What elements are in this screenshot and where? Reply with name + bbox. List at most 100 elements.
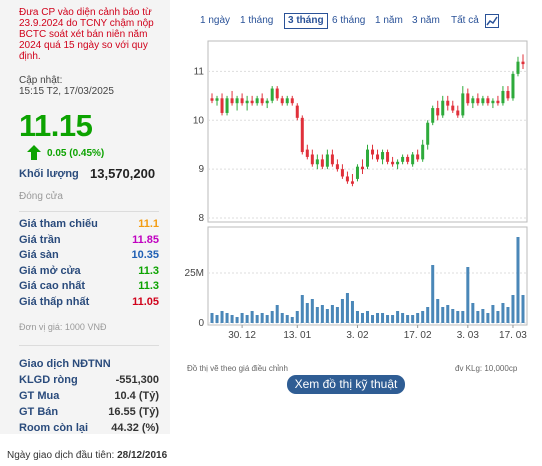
candle-body (491, 100, 495, 104)
update-label: Cập nhật: (19, 75, 63, 86)
price-volume-chart[interactable]: 8 9 10 11 0 25M 30. 12 13. 01 3. 02 17. 02 3. 03… (175, 35, 535, 355)
tab-1-month[interactable]: 1 tháng (240, 15, 274, 26)
candle-body (481, 98, 485, 104)
stat-row: Giá tham chiếu 11.1 (19, 218, 159, 234)
foreign-row: KLGD ròng -551,300 (19, 374, 159, 390)
price-tick-label: 8 (198, 213, 204, 224)
volume-tick-label: 25M (185, 268, 204, 279)
volume-bar (300, 295, 304, 323)
candle-body (275, 88, 279, 99)
candle-body (441, 100, 445, 116)
tab-6-months[interactable]: 6 tháng (332, 15, 366, 26)
foreign-label: Room còn lại (19, 422, 89, 434)
candle-body (350, 181, 354, 184)
stat-row: Giá trần 11.85 (19, 234, 159, 250)
line-chart-icon[interactable] (485, 14, 499, 28)
candle-body (496, 100, 500, 104)
volume-bar (345, 293, 349, 323)
tab-1-day[interactable]: 1 ngày (200, 15, 231, 26)
volume-bar (466, 267, 470, 323)
volume-bar (215, 315, 219, 323)
tab-3-years[interactable]: 3 năm (412, 15, 440, 26)
candle-body (521, 61, 525, 65)
volume-bar (365, 311, 370, 323)
candlestick-series (210, 54, 525, 187)
volume-bar (280, 313, 284, 323)
divider (19, 211, 159, 212)
x-tick-label: 3. 02 (346, 330, 369, 341)
candle-body (436, 108, 440, 116)
candle-body (391, 161, 395, 165)
tab-3-months[interactable]: 3 tháng (284, 13, 328, 29)
stat-label: Giá thấp nhất (19, 295, 90, 308)
volume-bar (315, 307, 319, 323)
price-frame (207, 40, 528, 223)
foreign-value: 10.4 (Tỷ) (114, 390, 159, 402)
volume-bar (441, 307, 445, 323)
candle-body (365, 149, 370, 167)
candle-body (446, 100, 450, 106)
volume-bar (446, 305, 450, 323)
technical-chart-button[interactable]: Xem đồ thị kỹ thuật (287, 375, 405, 394)
candle-body (381, 152, 385, 160)
foreign-label: GT Mua (19, 390, 60, 402)
session-status: Đóng cửa (19, 191, 63, 202)
candle-body (335, 164, 339, 170)
stat-row: Giá cao nhất 11.3 (19, 280, 159, 296)
volume-bar (230, 315, 234, 323)
volume-bar (350, 301, 354, 323)
volume-bar (471, 303, 475, 323)
divider (19, 345, 159, 346)
stat-value: 11.85 (132, 233, 159, 246)
stat-row: Giá sàn 10.35 (19, 249, 159, 265)
first-day-label: Ngày giao dịch đầu tiên: (7, 450, 115, 461)
volume-bar (396, 311, 400, 323)
update-time: 15:15 T2, 17/03/2025 (19, 86, 114, 97)
tab-all[interactable]: Tất cả (451, 15, 479, 26)
volume-bar (330, 305, 334, 323)
foreign-row: Room còn lại 44.32 (%) (19, 422, 159, 438)
current-price: 11.15 (19, 108, 93, 143)
stat-label: Giá trần (19, 233, 61, 246)
candle-body (411, 154, 415, 165)
volume-label: Khối lượng (19, 168, 79, 180)
volume-bar (506, 307, 510, 323)
unit-note: Đơn vị giá: 1000 VNĐ (19, 322, 107, 332)
volume-bar (285, 315, 289, 323)
candle-body (486, 98, 490, 104)
stat-label: Giá tham chiếu (19, 218, 98, 230)
volume-bar (456, 311, 460, 323)
volume-bar (245, 315, 249, 323)
stat-row: Giá thấp nhất 11.05 (19, 296, 159, 312)
candle-body (300, 117, 304, 153)
candle-body (315, 159, 319, 165)
volume-bar (260, 313, 264, 323)
volume-bar (416, 313, 420, 323)
candle-body (220, 98, 224, 113)
x-tick-label: 30. 12 (228, 330, 256, 341)
candle-body (451, 105, 455, 111)
candle-body (210, 98, 214, 101)
stat-value: 10.35 (131, 249, 159, 261)
volume-bar (270, 311, 274, 323)
candle-body (355, 166, 359, 179)
volume-bar (486, 313, 490, 323)
volume-bar (235, 317, 239, 323)
candle-body (516, 61, 520, 74)
foreign-value: 16.55 (Tỷ) (108, 406, 159, 418)
tab-1-year[interactable]: 1 năm (375, 15, 403, 26)
volume-bar (360, 313, 364, 323)
x-tick-label: 17. 02 (404, 330, 432, 341)
volume-bar (255, 315, 259, 323)
volume-series (210, 237, 525, 323)
volume-bar (290, 317, 294, 323)
x-tick-label: 17. 03 (499, 330, 527, 341)
foreign-row: GT Bán 16.55 (Tỷ) (19, 406, 159, 422)
volume-bar (521, 295, 525, 323)
volume-bar (310, 299, 314, 323)
chart-note-volume-unit: đv KLg: 10,000cp (455, 364, 518, 373)
foreign-label: KLGD ròng (19, 374, 78, 386)
volume-bar (210, 313, 214, 323)
quote-panel: Đưa CP vào diện cảnh báo từ 23.9.2024 do… (0, 0, 170, 434)
candle-body (340, 169, 344, 177)
